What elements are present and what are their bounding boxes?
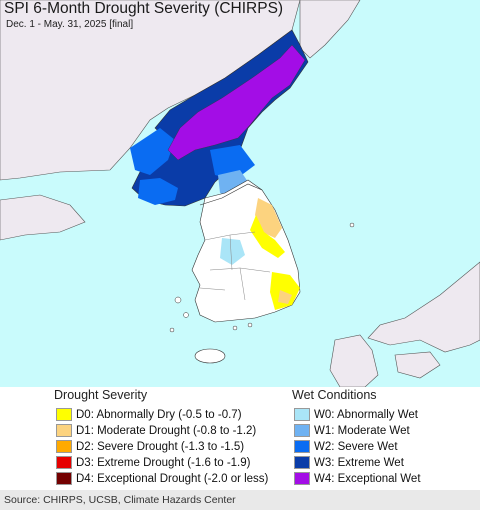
legend-label-w3: W3: Extreme Wet <box>314 456 404 469</box>
swatch-w3 <box>294 456 310 469</box>
south-korea-w0 <box>220 238 245 265</box>
land-japan-shikoku <box>394 351 441 379</box>
source-text: Source: CHIRPS, UCSB, Climate Hazards Ce… <box>4 494 236 506</box>
legend-item-d2: D2: Severe Drought (-1.3 to -1.5) <box>56 439 244 454</box>
drought-legend-heading: Drought Severity <box>54 388 148 402</box>
swatch-d4 <box>56 472 72 485</box>
legend-item-d0: D0: Abnormally Dry (-0.5 to -0.7) <box>56 407 242 422</box>
swatch-w0 <box>294 408 310 421</box>
island-south-2 <box>247 322 253 328</box>
swatch-w2 <box>294 440 310 453</box>
south-korea-d0-east <box>250 215 285 258</box>
jeju-island <box>194 348 226 364</box>
legend-item-w3: W3: Extreme Wet <box>294 455 404 470</box>
legend-label-w4: W4: Exceptional Wet <box>314 472 421 485</box>
legend-label-w2: W2: Severe Wet <box>314 440 398 453</box>
swatch-w4 <box>294 472 310 485</box>
legend-label-w1: W1: Moderate Wet <box>314 424 410 437</box>
province-lines <box>199 231 271 301</box>
source-bar: Source: CHIRPS, UCSB, Climate Hazards Ce… <box>0 490 480 510</box>
legend-label-d0: D0: Abnormally Dry (-0.5 to -0.7) <box>76 408 242 421</box>
south-korea-d1-southeast <box>278 290 292 304</box>
ulleung-island <box>349 222 355 228</box>
map-title: SPI 6-Month Drought Severity (CHIRPS) <box>4 0 284 17</box>
land-shandong <box>0 194 86 241</box>
dmz-line <box>199 183 263 206</box>
swatch-d2 <box>56 440 72 453</box>
legend: Drought Severity Wet Conditions D0: Abno… <box>0 387 480 490</box>
legend-item-w0: W0: Abnormally Wet <box>294 407 418 422</box>
south-korea-d0-southeast <box>270 272 300 310</box>
legend-label-d3: D3: Extreme Drought (-1.6 to -1.9) <box>76 456 251 469</box>
legend-item-w4: W4: Exceptional Wet <box>294 471 421 486</box>
north-korea-w2-coast <box>138 178 178 205</box>
legend-item-w2: W2: Severe Wet <box>294 439 398 454</box>
map-canvas <box>0 0 480 387</box>
swatch-d0 <box>56 408 72 421</box>
legend-label-w0: W0: Abnormally Wet <box>314 408 418 421</box>
swatch-w1 <box>294 424 310 437</box>
island-south-1 <box>232 325 238 331</box>
island-west-1 <box>174 296 182 304</box>
swatch-d1 <box>56 424 72 437</box>
legend-item-d4: D4: Exceptional Drought (-2.0 or less) <box>56 471 268 486</box>
wet-legend-heading: Wet Conditions <box>292 388 377 402</box>
north-korea-w2-west <box>130 128 175 175</box>
land-japan-honshu <box>367 261 480 353</box>
map-subtitle: Dec. 1 - May. 31, 2025 [final] <box>6 19 134 30</box>
land-japan-kyushu <box>329 334 379 387</box>
legend-label-d1: D1: Moderate Drought (-0.8 to -1.2) <box>76 424 257 437</box>
legend-item-w1: W1: Moderate Wet <box>294 423 410 438</box>
legend-item-d3: D3: Extreme Drought (-1.6 to -1.9) <box>56 455 250 470</box>
north-korea-w4 <box>167 44 306 161</box>
legend-label-d2: D2: Severe Drought (-1.3 to -1.5) <box>76 440 245 453</box>
drought-map <box>0 0 480 387</box>
swatch-d3 <box>56 456 72 469</box>
legend-label-d4: D4: Exceptional Drought (-2.0 or less) <box>76 472 269 485</box>
island-west-3 <box>169 327 175 333</box>
island-west-2 <box>183 312 189 318</box>
north-korea-w2-east <box>210 145 255 180</box>
legend-item-d1: D1: Moderate Drought (-0.8 to -1.2) <box>56 423 256 438</box>
